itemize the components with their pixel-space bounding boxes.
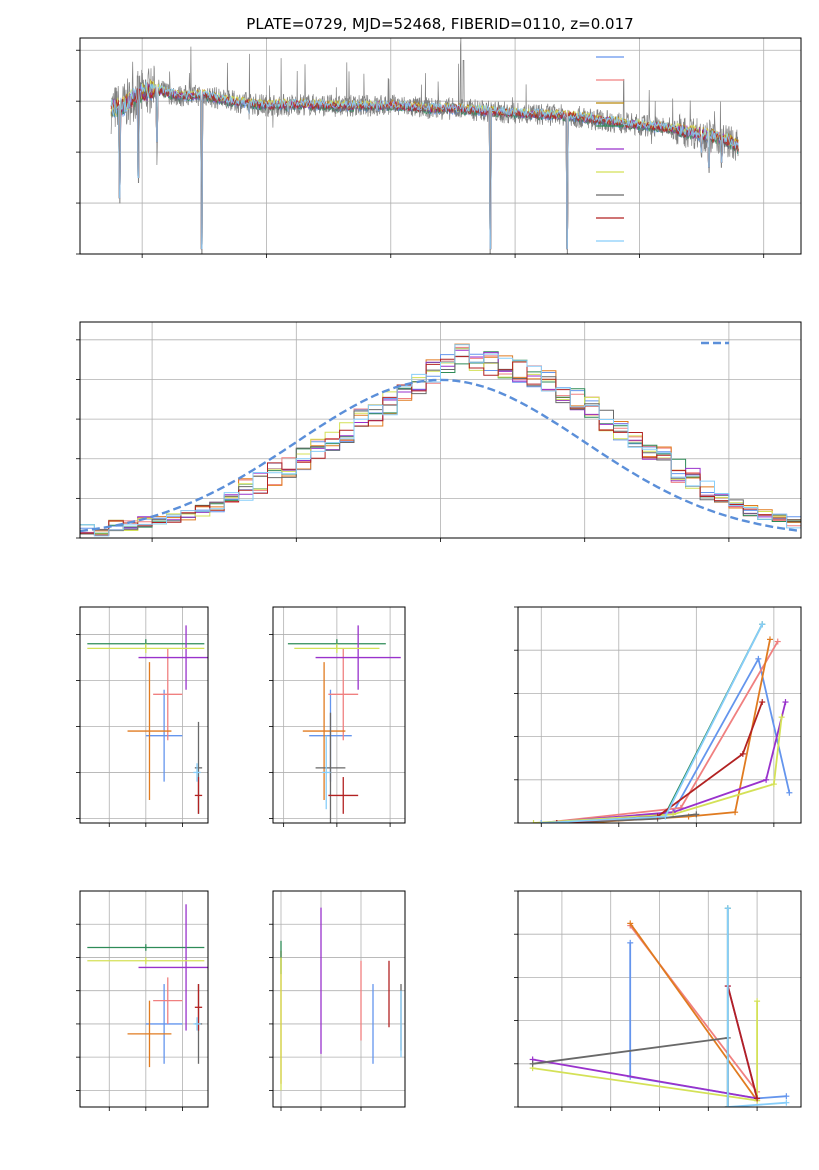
plot-area (110, 38, 740, 254)
panel-massweight_vs_Z (514, 890, 802, 1111)
axes-frame (79, 890, 209, 1108)
axes-frame (79, 321, 802, 539)
plot-area (287, 625, 401, 823)
axes-frame (517, 890, 802, 1108)
model-spectrum-line (110, 80, 739, 250)
mass-weight-line (541, 701, 787, 823)
axes-frame (79, 606, 209, 824)
panel-age_vs_Z (76, 606, 209, 827)
data-spectrum-line (110, 38, 740, 254)
plot-area (529, 905, 790, 1107)
mass-weight-line (541, 641, 779, 823)
model-spectrum-line (110, 85, 739, 250)
plot-area (87, 625, 208, 814)
figure-title: PLATE=0729, MJD=52468, FIBERID=0110, z=0… (246, 15, 633, 33)
plot-area (280, 907, 402, 1091)
axes-frame (517, 606, 802, 824)
panel-massweight_vs_age (514, 606, 802, 827)
plot-area (80, 343, 801, 538)
axes-frame (272, 606, 406, 824)
panel-residuals (76, 321, 802, 542)
panel-age_vs_mass (269, 606, 406, 827)
plot-area (530, 621, 793, 823)
mass-weight-line (726, 908, 787, 1107)
panel-mass_vs_Z (76, 890, 209, 1111)
panel-spectrum (76, 37, 802, 258)
normal-curve (80, 378, 801, 533)
plot-area (87, 904, 208, 1068)
mass-weight-line (726, 985, 758, 1099)
mass-weight-line (629, 922, 758, 1102)
histogram-step (80, 344, 801, 538)
mass-weight-line (533, 717, 783, 823)
mass-weight-line (532, 985, 759, 1100)
axes-frame (79, 37, 802, 255)
axes-frame (272, 890, 406, 1108)
mass-weight-line (532, 1001, 758, 1102)
panel-mass_vs_ebv (269, 890, 406, 1111)
